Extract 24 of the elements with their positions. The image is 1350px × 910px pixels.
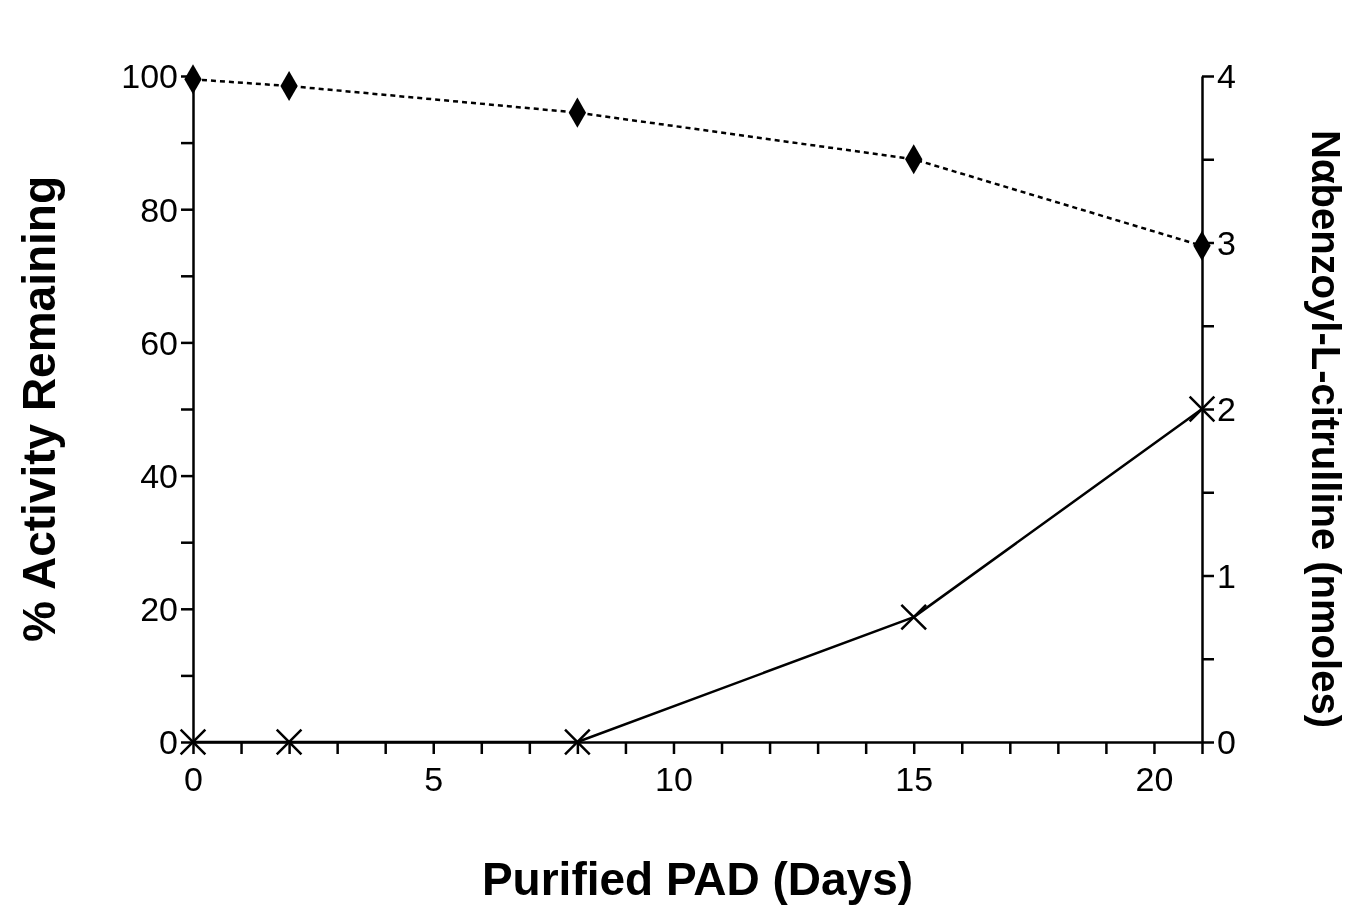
y2-tick-label: 0 [1217,723,1236,762]
point [179,728,207,756]
y-axis-title: % Activity Remaining [13,175,65,643]
y2-tick-label: 1 [1217,556,1236,595]
point [1188,395,1216,423]
y2-tick-label: 4 [1217,57,1236,96]
y2-tick-label: 3 [1217,223,1236,262]
y-tick-label: 80 [140,190,178,229]
x-tick-label: 5 [424,760,444,798]
point [275,728,303,756]
x-tick-label: 15 [895,760,934,798]
y-tick-label: 100 [121,57,178,96]
y2-axis-title: Nαbenzoyl-L-citrulline (nmoles) [1304,130,1348,728]
y-tick-label: 60 [140,323,178,362]
x-tick-label: 0 [184,760,203,798]
y-tick-label: 0 [159,723,178,762]
y2-tick-label: 2 [1217,390,1236,429]
x-tick-label: 20 [1135,760,1174,798]
y-tick-label: 20 [140,590,178,629]
point [563,728,591,756]
x-axis-title: Purified PAD (Days) [481,853,914,905]
point [900,603,928,631]
y-tick-label: 40 [140,457,178,495]
x-tick-label: 10 [655,760,693,798]
